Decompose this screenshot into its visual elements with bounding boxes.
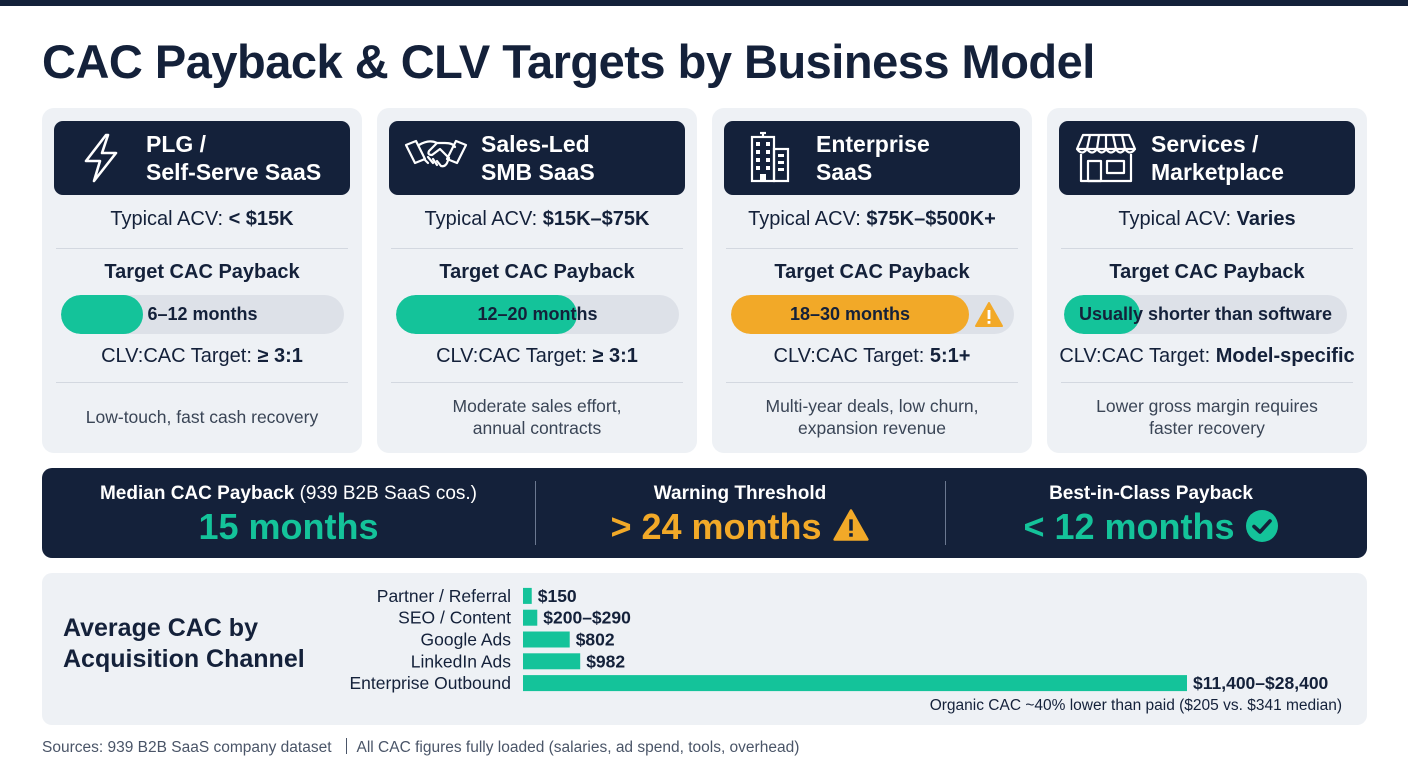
payback-pill: 6–12 months (61, 295, 344, 334)
chart-note: Organic CAC ~40% lower than paid ($205 v… (929, 697, 1342, 714)
payback-value: 18–30 months (789, 304, 911, 324)
card-header: Services / Marketplace (1059, 121, 1355, 195)
typical-acv: Typical ACV: $75K–$500K+ (748, 208, 996, 230)
channel-bar (523, 587, 532, 604)
channel-value-label: $982 (586, 651, 625, 671)
cac-bar-chart: Partner / Referral $150 SEO / Content $200–… (350, 586, 1329, 693)
typical-acv: Typical ACV: Varies (1118, 208, 1296, 230)
channel-label: SEO / Content (398, 608, 511, 628)
divider (56, 248, 348, 249)
metric-value: 15 months (198, 506, 379, 547)
channel-label: Partner / Referral (377, 586, 511, 606)
clv-target: CLV:CAC Target: Model-specific (1059, 345, 1355, 367)
channel-value-label: $802 (576, 630, 615, 650)
channel-bar (523, 631, 570, 648)
top-accent-bar (0, 0, 1408, 6)
channel-value-label: $200–$290 (543, 608, 631, 628)
divider (391, 248, 683, 249)
channel-label: Enterprise Outbound (350, 673, 512, 693)
target-payback-label: Target CAC Payback (774, 261, 970, 283)
divider (945, 481, 946, 545)
sources-footer: Sources: 939 B2B SaaS company dataset All… (42, 738, 799, 757)
metric-value: > 24 months (536, 506, 944, 548)
card-header: Enterprise SaaS (724, 121, 1020, 195)
card-note: Lower gross margin requires faster recove… (1096, 396, 1318, 438)
payback-value: 6–12 months (147, 304, 258, 324)
channel-value-label: $11,400–$28,400 (1193, 673, 1329, 693)
metric-label: Warning Threshold (653, 483, 827, 504)
divider (391, 382, 683, 383)
lightning-icon (84, 133, 118, 183)
card-note: Moderate sales effort, annual contracts (452, 396, 622, 438)
divider (726, 248, 1018, 249)
divider (535, 481, 536, 545)
benchmark-band: Median CAC Payback (939 B2B SaaS cos.) 1… (42, 468, 1367, 558)
metric-label: Best-in-Class Payback (1049, 483, 1253, 504)
payback-pill: Usually shorter than software (1064, 295, 1347, 334)
channel-label: LinkedIn Ads (411, 651, 511, 671)
chart-title: Average CAC by Acquisition Channel (63, 614, 305, 673)
divider (726, 382, 1018, 383)
best-in-class-metric: Best-in-Class Payback < 12 months (946, 468, 1356, 558)
typical-acv: Typical ACV: < $15K (110, 208, 294, 230)
model-card-services: Services / Marketplace Typical ACV: Varie… (1047, 108, 1367, 453)
payback-pill: 18–30 months (731, 295, 1014, 334)
metric-label: Median CAC Payback (939 B2B SaaS cos.) (99, 483, 477, 504)
card-title: Services / Marketplace (1151, 131, 1284, 185)
divider (1061, 248, 1353, 249)
payback-fill (61, 295, 143, 334)
metric-value: < 12 months (946, 506, 1356, 548)
payback-pill: 12–20 months (396, 295, 679, 334)
sources-note: All CAC figures fully loaded (salaries, … (356, 739, 800, 756)
building-icon (750, 131, 790, 183)
warning-threshold-metric: Warning Threshold > 24 months (536, 468, 944, 558)
model-card-enterprise: Enterprise SaaS Typical ACV: $75K–$500K+ … (712, 108, 1032, 453)
divider (1061, 382, 1353, 383)
payback-fill (731, 295, 969, 334)
card-note: Low-touch, fast cash recovery (85, 407, 319, 427)
model-card-sales-led: Sales-Led SMB SaaS Typical ACV: $15K–$75K… (377, 108, 697, 453)
payback-value: Usually shorter than software (1078, 304, 1333, 324)
channel-bar (523, 653, 581, 670)
card-title: PLG / Self-Serve SaaS (146, 131, 322, 185)
separator (345, 738, 347, 754)
check-circle-icon (1245, 510, 1278, 542)
payback-fill (396, 295, 577, 334)
storefront-icon (1075, 133, 1137, 183)
cac-channel-chart: Average CAC by Acquisition Channel Partne… (42, 573, 1367, 725)
payback-value: 12–20 months (477, 304, 598, 324)
card-header: Sales-Led SMB SaaS (389, 121, 685, 195)
warning-icon (832, 509, 869, 541)
model-card-plg: PLG / Self-Serve SaaS Typical ACV: < $15K… (42, 108, 362, 453)
card-note: Multi-year deals, low churn, expansion re… (765, 396, 979, 438)
page-title: CAC Payback & CLV Targets by Business Mo… (42, 35, 1095, 88)
card-title: Sales-Led SMB SaaS (481, 131, 595, 185)
target-payback-label: Target CAC Payback (1109, 261, 1305, 283)
card-title: Enterprise SaaS (816, 131, 930, 185)
target-payback-label: Target CAC Payback (439, 261, 635, 283)
sources-text: Sources: 939 B2B SaaS company dataset (42, 739, 332, 756)
handshake-icon (404, 139, 468, 168)
clv-target: CLV:CAC Target: 5:1+ (773, 345, 971, 367)
clv-target: CLV:CAC Target: ≥ 3:1 (101, 345, 303, 367)
channel-label: Google Ads (421, 630, 512, 650)
median-payback-metric: Median CAC Payback (939 B2B SaaS cos.) 1… (72, 468, 505, 558)
channel-bar (523, 675, 1187, 692)
channel-bar (523, 609, 538, 626)
divider (56, 382, 348, 383)
payback-fill (1064, 295, 1140, 334)
target-payback-label: Target CAC Payback (104, 261, 300, 283)
channel-value-label: $150 (538, 586, 577, 606)
clv-target: CLV:CAC Target: ≥ 3:1 (436, 345, 638, 367)
warning-icon (975, 302, 1003, 327)
card-header: PLG / Self-Serve SaaS (54, 121, 350, 195)
typical-acv: Typical ACV: $15K–$75K (424, 208, 650, 230)
